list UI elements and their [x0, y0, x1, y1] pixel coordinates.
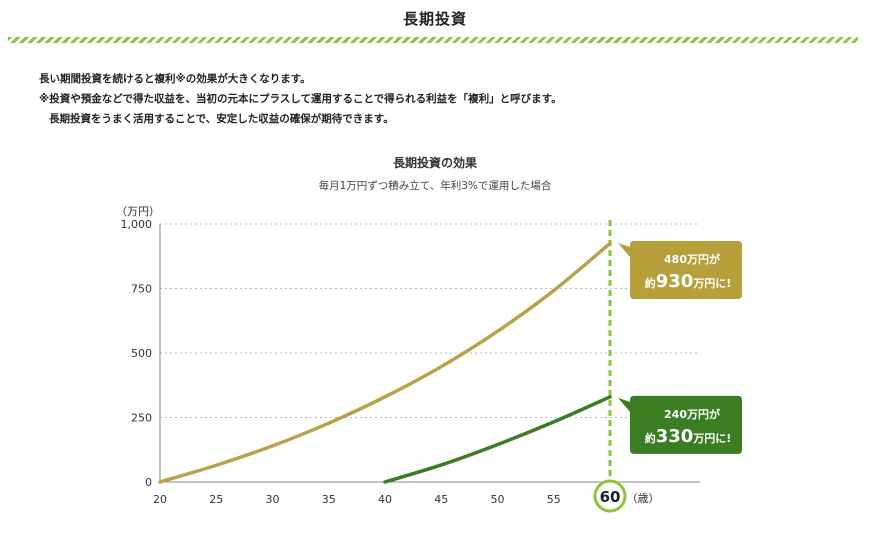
- x-tick-label: 40: [378, 493, 392, 506]
- intro-line-2: ※投資や預金などで得た収益を、当初の元本にプラスして運用することで得られる利益を…: [39, 93, 562, 105]
- page-title: 長期投資: [402, 10, 467, 28]
- x-tick-label: 50: [491, 493, 505, 506]
- callout-prefix: 約: [645, 431, 656, 445]
- x-axis-label: （歳）: [627, 492, 660, 505]
- title-stripe-divider: [8, 37, 858, 43]
- y-tick-label: 1,000: [121, 218, 153, 231]
- y-axis-label: （万円）: [116, 205, 160, 218]
- intro-text: 長い期間投資を続けると複利※の効果が大きくなります。 ※投資や預金などで得た収益…: [39, 69, 562, 129]
- x-tick-label: 35: [322, 493, 336, 506]
- x-tick-label: 45: [434, 493, 448, 506]
- x-tick-label: 55: [547, 493, 561, 506]
- y-tick-label: 750: [131, 283, 152, 296]
- callout-suffix: 万円に!: [692, 277, 731, 290]
- chart-subtitle: 毎月1万円ずつ積み立て、年利3%で運用した場合: [318, 180, 552, 192]
- chart-title: 長期投資の効果: [392, 156, 477, 170]
- series-line-1: [158, 241, 612, 484]
- y-tick-label: 500: [131, 347, 152, 360]
- callout-prefix: 約: [645, 276, 656, 290]
- callout-line-1: 480万円が: [664, 252, 720, 266]
- intro-line-3: 長期投資をうまく活用することで、安定した収益の確保が期待できます。: [49, 113, 394, 125]
- age-60-circle: [593, 479, 627, 513]
- x-tick-label: 20: [153, 493, 167, 506]
- callout-line-2: 約330万円に!: [645, 426, 732, 447]
- x-tick-label: 25: [209, 493, 223, 506]
- callout-amount: 930: [656, 271, 694, 292]
- x-tick-label: 30: [266, 493, 280, 506]
- series-line-2: [383, 395, 612, 484]
- y-tick-label: 250: [131, 412, 152, 425]
- callout-box-2: [618, 395, 742, 454]
- callout-amount: 330: [656, 426, 694, 447]
- callout-line-2: 約930万円に!: [645, 271, 732, 292]
- intro-line-1: 長い期間投資を続けると複利※の効果が大きくなります。: [39, 73, 311, 85]
- callout-line-1: 240万円が: [664, 407, 720, 421]
- y-tick-label: 0: [145, 476, 152, 489]
- callout-box-1: [618, 241, 742, 300]
- callout-suffix: 万円に!: [692, 432, 731, 445]
- age-60-label: 60: [600, 488, 621, 506]
